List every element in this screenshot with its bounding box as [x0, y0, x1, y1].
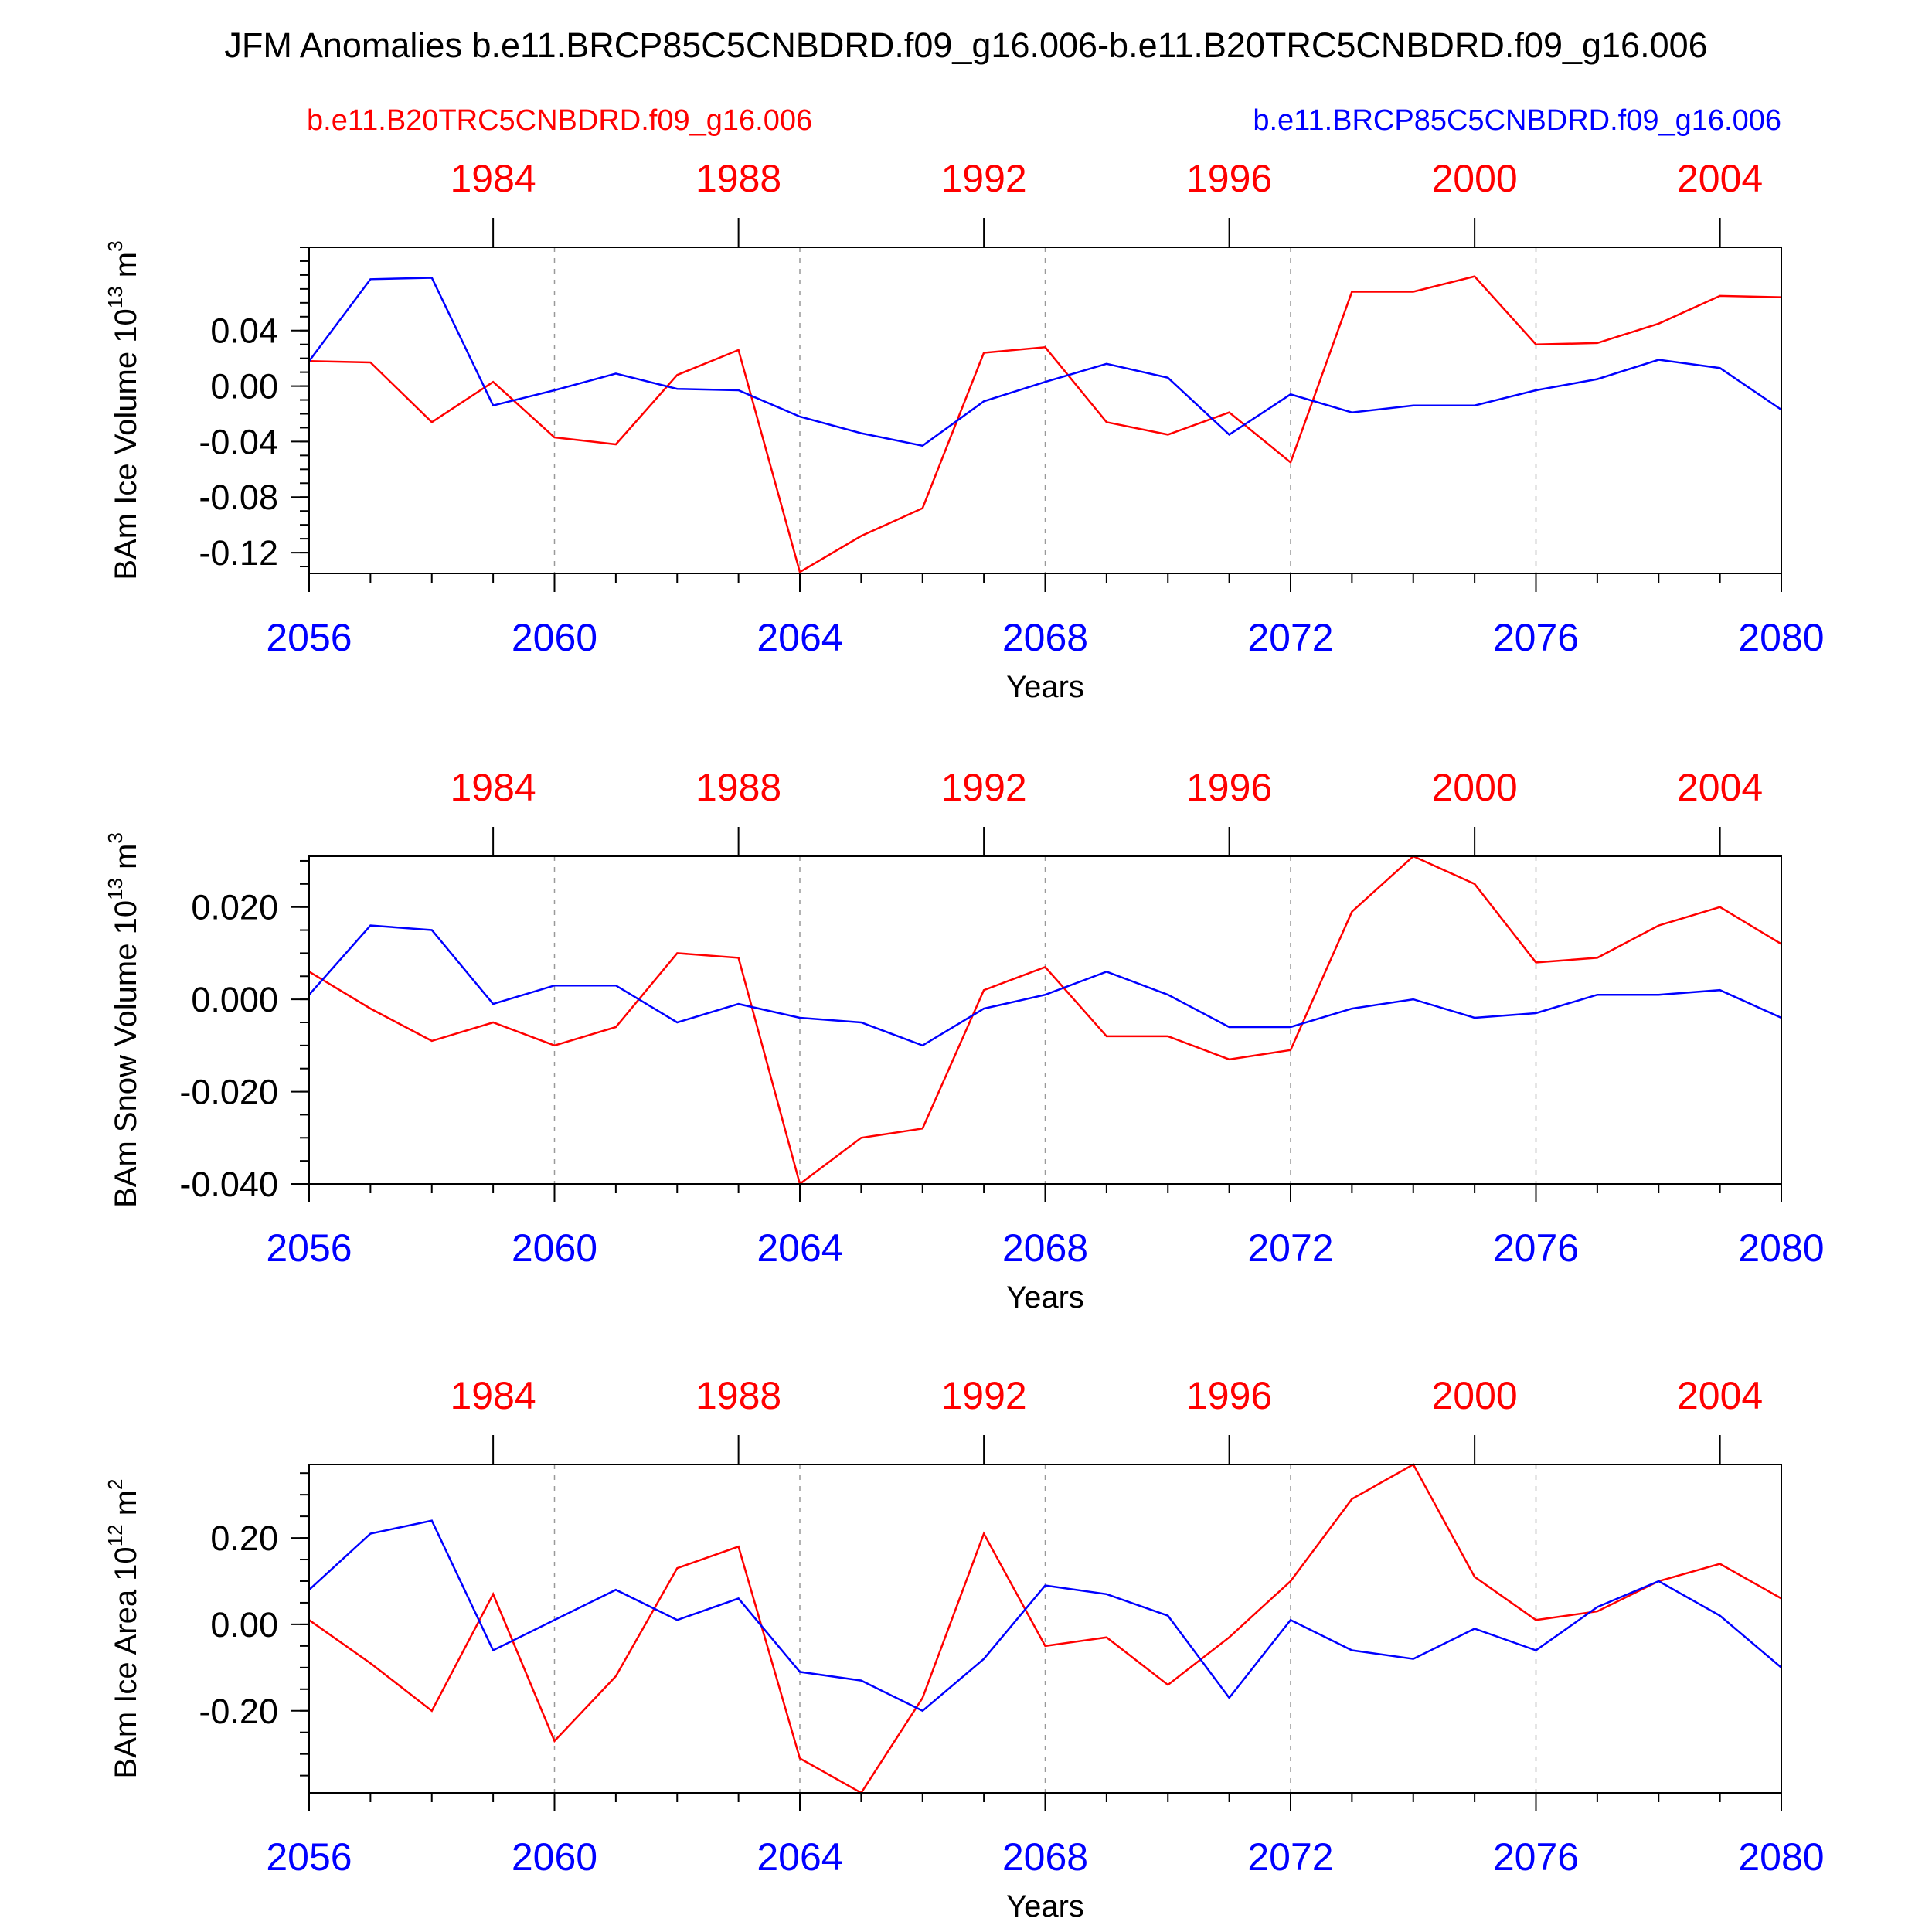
y-tick-label: 0.20 [210, 1519, 278, 1558]
x-tick-label-top: 1988 [696, 157, 781, 200]
x-tick-label-top: 1984 [451, 157, 536, 200]
x-tick-label-top: 2000 [1432, 1374, 1518, 1417]
x-tick-label-bottom: 2056 [266, 1835, 352, 1879]
x-tick-label-top: 2004 [1677, 157, 1763, 200]
x-tick-label-bottom: 2072 [1247, 616, 1333, 659]
y-axis-label-main: BAm Ice Volume 10 [109, 308, 143, 580]
plot-frame [308, 247, 1782, 574]
x-axis-label: Years [1006, 1889, 1084, 1923]
y-tick-label: -0.04 [199, 422, 278, 461]
x-tick-label-bottom: 2068 [1002, 1226, 1088, 1270]
figure-title: JFM Anomalies b.e11.BRCP85C5CNBDRD.f09_g… [224, 26, 1707, 65]
x-tick-label-top: 1992 [941, 766, 1027, 809]
series-line-red [308, 855, 1782, 1186]
y-axis-label-exp: 12 [104, 1524, 127, 1546]
x-tick-label-bottom: 2068 [1002, 1835, 1088, 1879]
x-tick-label-bottom: 2076 [1493, 1226, 1579, 1270]
x-tick-label-bottom: 2076 [1493, 616, 1579, 659]
x-tick-label-bottom: 2064 [757, 1226, 842, 1270]
x-tick-label-top: 2004 [1677, 1374, 1763, 1417]
legend-red-label: b.e11.B20TRC5CNBDRD.f09_g16.006 [307, 104, 812, 137]
y-tick-label: 0.020 [191, 888, 278, 927]
y-tick-label: -0.020 [179, 1073, 278, 1112]
x-tick-label-bottom: 2064 [757, 616, 842, 659]
x-tick-label-bottom: 2080 [1738, 1835, 1824, 1879]
x-tick-label-bottom: 2072 [1247, 1835, 1333, 1879]
x-tick-label-bottom: 2068 [1002, 616, 1088, 659]
y-tick-label: -0.040 [179, 1165, 278, 1204]
series-line-red [308, 275, 1782, 574]
y-axis-label-exp: 13 [104, 878, 127, 900]
y-axis-label: BAm Ice Area 1012 m2 [104, 1479, 143, 1779]
x-tick-label-top: 2004 [1677, 766, 1763, 809]
series-line-blue [308, 277, 1782, 447]
x-tick-label-bottom: 2060 [512, 616, 597, 659]
panel-2: 2056 2060 2064 2068 2072 2076 2080 1984 1988 1992… [104, 766, 1825, 1315]
x-tick-label-top: 1996 [1186, 157, 1272, 200]
y-axis-label-unit-exp: 2 [104, 1479, 127, 1490]
x-tick-label-top: 1996 [1186, 766, 1272, 809]
x-axis-label: Years [1006, 1281, 1084, 1315]
y-axis-label-unit: m [109, 252, 143, 286]
x-tick-label-top: 1996 [1186, 1374, 1272, 1417]
y-axis-label-unit-exp: 3 [104, 832, 127, 843]
y-axis-label-main: BAm Ice Area 10 [109, 1546, 143, 1778]
panel-1: 2056 2060 2064 2068 2072 2076 2080 1984 1988 1992… [104, 157, 1825, 704]
x-tick-label-bottom: 2060 [512, 1226, 597, 1270]
y-tick-label: 0.04 [210, 311, 278, 351]
x-tick-label-top: 1992 [941, 1374, 1027, 1417]
y-tick-label: -0.08 [199, 478, 278, 517]
y-axis-label-unit: m [109, 844, 143, 878]
y-tick-label: 0.000 [191, 980, 278, 1019]
panels: 2056 2060 2064 2068 2072 2076 2080 1984 1988 1992… [104, 157, 1825, 1923]
x-tick-label-top: 1988 [696, 766, 781, 809]
y-axis-label-unit-exp: 3 [104, 240, 127, 251]
series-line-blue [308, 924, 1782, 1047]
x-tick-label-top: 1992 [941, 157, 1027, 200]
x-tick-label-bottom: 2072 [1247, 1226, 1333, 1270]
plot-frame [308, 1464, 1782, 1794]
y-axis-label: BAm Snow Volume 1013 m3 [104, 832, 143, 1208]
x-tick-label-top: 2000 [1432, 766, 1518, 809]
y-axis-label-exp: 13 [104, 286, 127, 308]
x-tick-label-bottom: 2080 [1738, 1226, 1824, 1270]
y-tick-label: 0.00 [210, 1605, 278, 1645]
y-tick-label: -0.12 [199, 533, 278, 573]
panel-3: 2056 2060 2064 2068 2072 2076 2080 1984 1988 1992… [104, 1374, 1825, 1923]
x-tick-label-bottom: 2056 [266, 616, 352, 659]
series-line-blue [308, 1519, 1782, 1713]
x-axis-label: Years [1006, 670, 1084, 704]
y-axis-label: BAm Ice Volume 1013 m3 [104, 240, 143, 580]
y-axis-label-main: BAm Snow Volume 10 [109, 900, 143, 1208]
y-axis-label-unit: m [109, 1490, 143, 1524]
y-tick-label: 0.00 [210, 367, 278, 406]
x-tick-label-top: 2000 [1432, 157, 1518, 200]
x-tick-label-top: 1984 [451, 766, 536, 809]
x-tick-label-top: 1988 [696, 1374, 781, 1417]
x-tick-label-bottom: 2064 [757, 1835, 842, 1879]
x-tick-label-bottom: 2080 [1738, 616, 1824, 659]
x-tick-label-bottom: 2076 [1493, 1835, 1579, 1879]
x-tick-label-top: 1984 [451, 1374, 536, 1417]
x-tick-label-bottom: 2056 [266, 1226, 352, 1270]
x-tick-label-bottom: 2060 [512, 1835, 597, 1879]
legend-blue-label: b.e11.BRCP85C5CNBDRD.f09_g16.006 [1253, 104, 1781, 137]
plot-frame [308, 855, 1782, 1185]
y-tick-label: -0.20 [199, 1692, 278, 1731]
series-line-red [308, 1463, 1782, 1794]
